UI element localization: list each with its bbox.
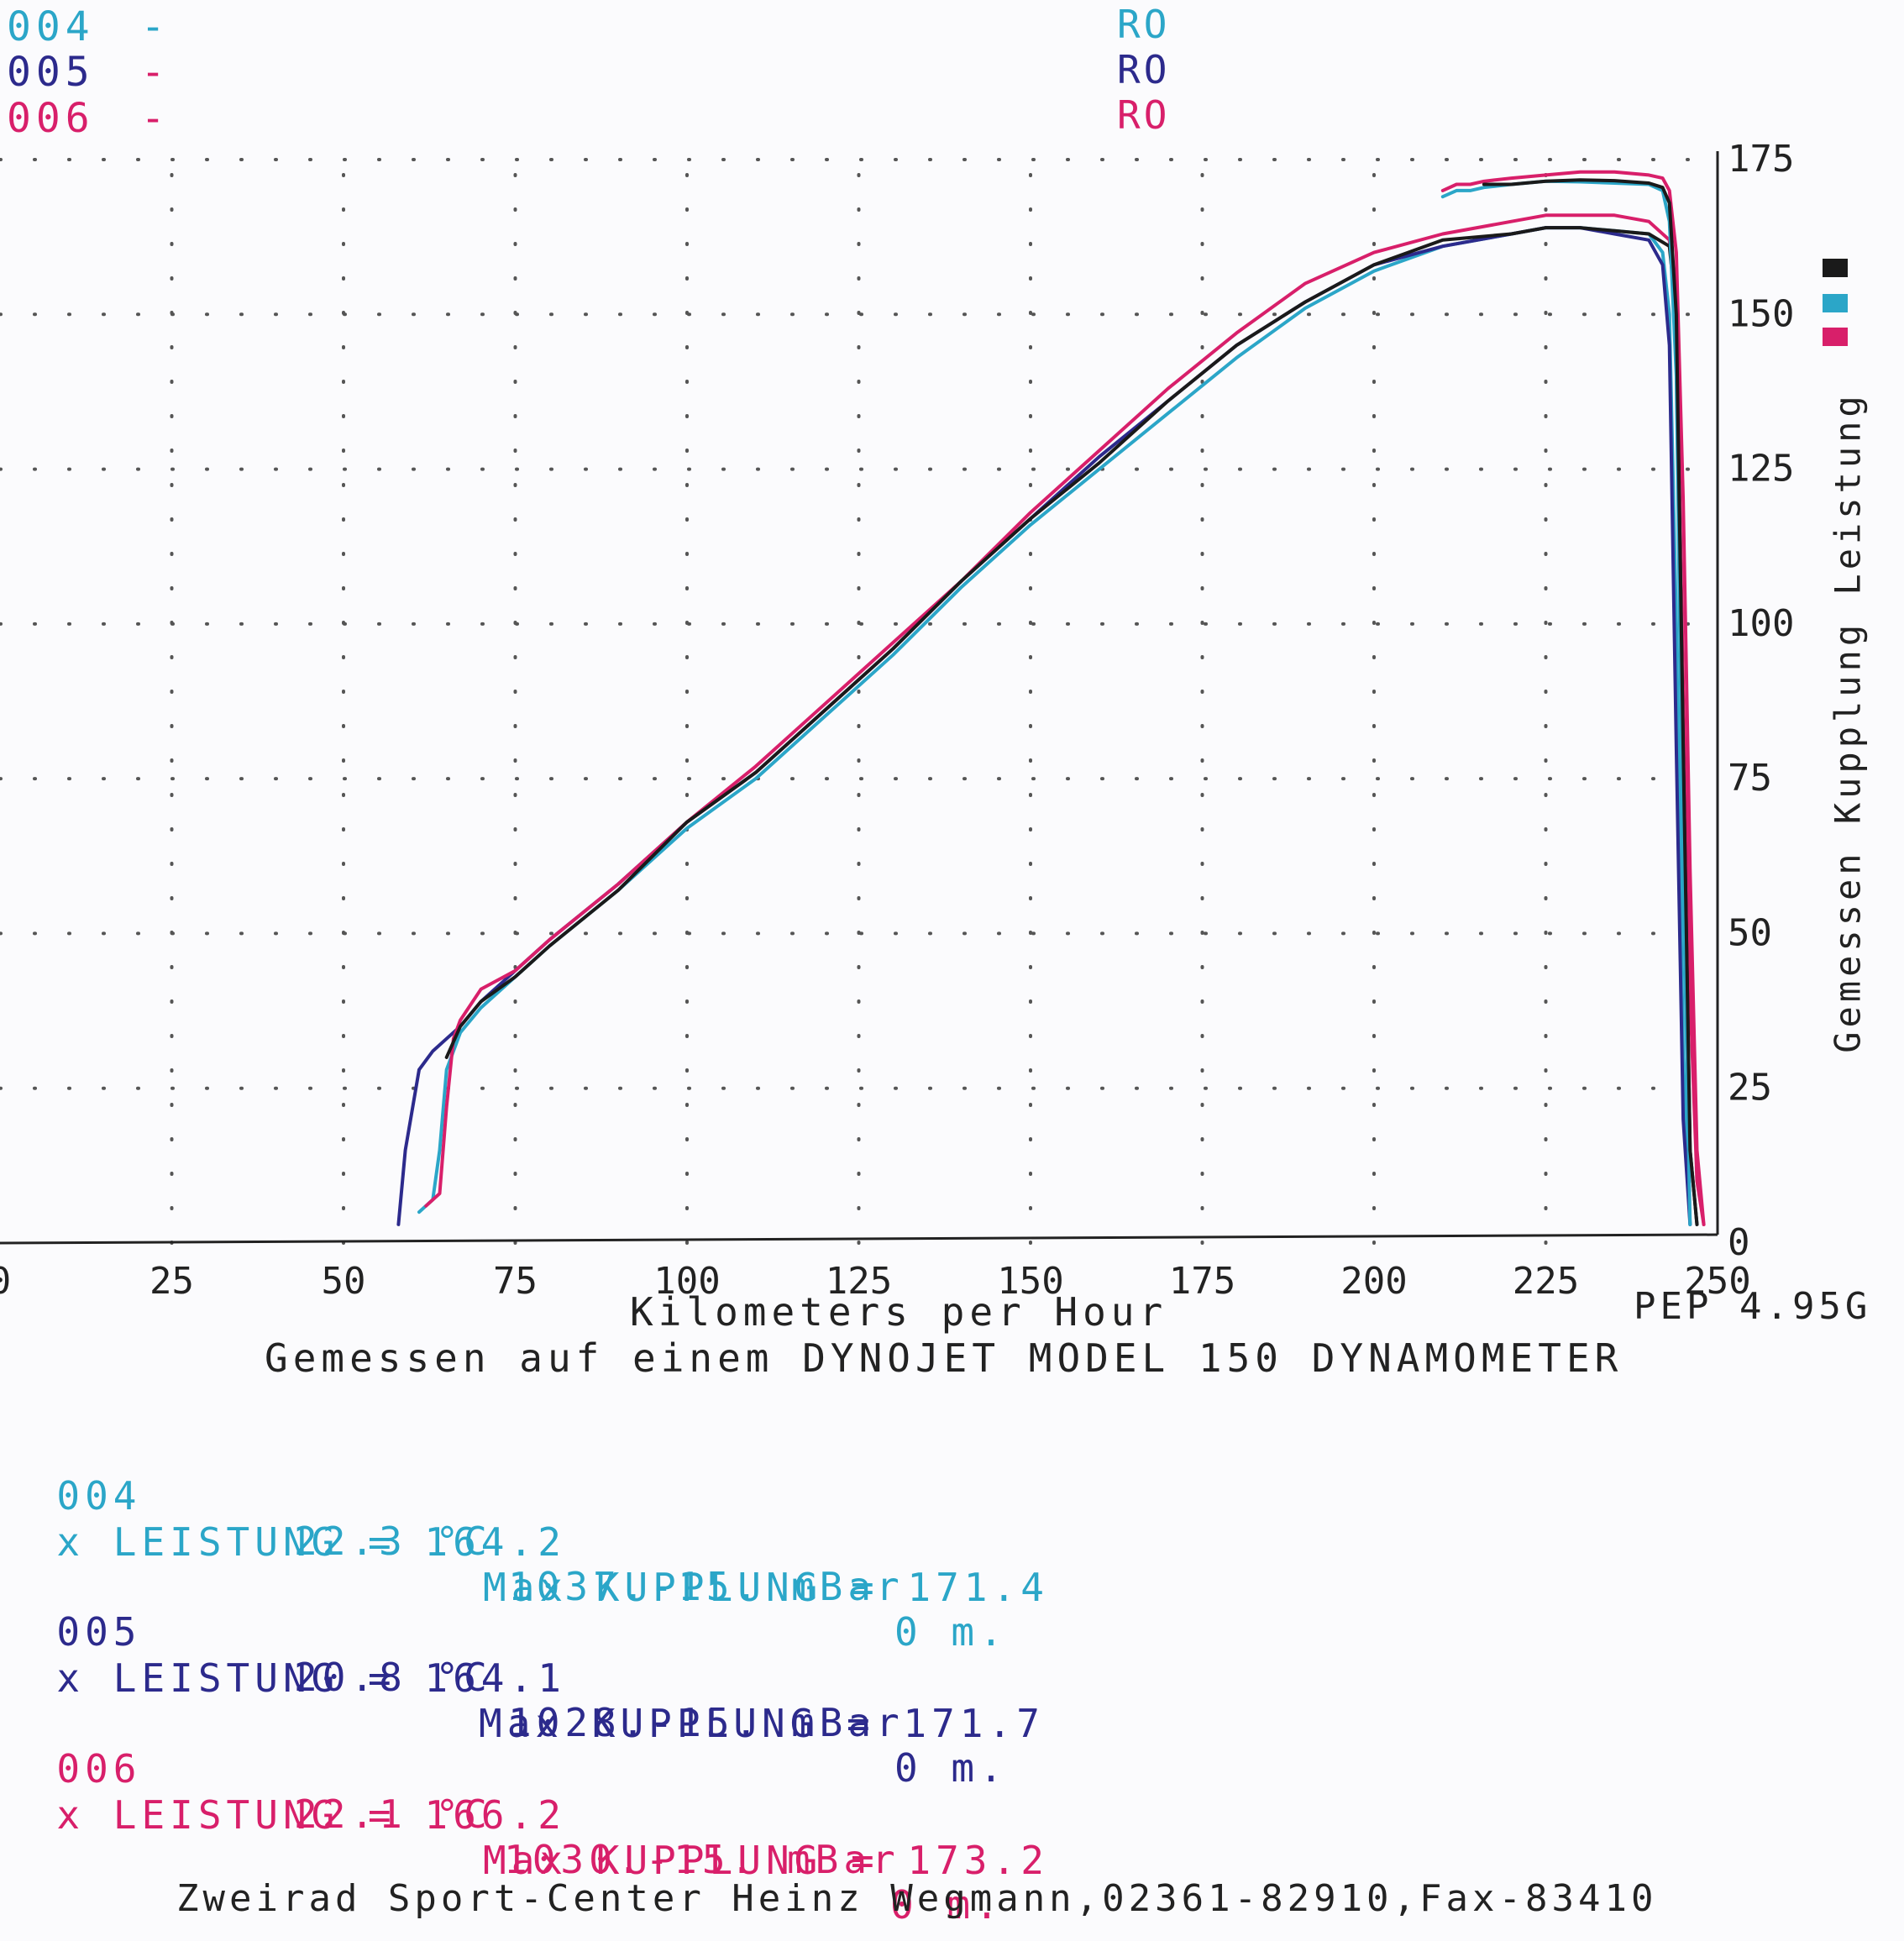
legend-run-005-tag: RO (1117, 47, 1171, 92)
stats-004-run: 004 (56, 1473, 142, 1519)
x-axis-line (0, 1233, 1718, 1245)
y-tick-label-175: 175 (1728, 138, 1794, 181)
x-tick-label-0: 0 (0, 1260, 11, 1303)
chart-axes (0, 151, 1719, 1245)
stats-005-temp: 20.8 °C (294, 1655, 492, 1700)
chart-caption: Gemessen auf einem DYNOJET MODEL 150 DYN… (265, 1335, 1623, 1381)
stats-004-kupplung: Max KUPPLUNG = 171.4 (483, 1565, 1049, 1610)
stats-005-kupplung: Max KUPPLUNG = 171.7 (479, 1701, 1045, 1746)
series-line-004-0 (417, 226, 1692, 1226)
series-line-extra-3 (444, 226, 1699, 1226)
x-tick-label-225: 225 (1513, 1260, 1579, 1303)
stats-005-pressure: 1028.-15. mBar (508, 1700, 905, 1745)
legend-run-004: 004 - (7, 3, 170, 50)
stats-005-alt: 0 m. (894, 1745, 1008, 1791)
series-line-extra-6 (1482, 178, 1699, 1226)
stats-004-line1: 004 22.3 °C 1037.-15. mBar 0 m. (0, 1428, 1002, 1655)
x-tick-label-175: 175 (1169, 1260, 1235, 1303)
y-tick-label-150: 150 (1728, 292, 1794, 335)
stats-006-temp: 22.1 °C (294, 1791, 492, 1837)
legend-run-006: 006 - (7, 95, 170, 142)
stats-005-line2: x LEISTUNG = 164.1 Max KUPPLUNG = 171.7 (0, 1610, 1040, 1746)
stats-005-leistung: x LEISTUNG = 164.1 (56, 1655, 566, 1701)
stats-004-temp: 22.3 °C (294, 1519, 492, 1564)
y-tick-label-25: 25 (1728, 1067, 1772, 1110)
swatch-magenta (1823, 328, 1848, 346)
series-line-extra-5 (1440, 179, 1692, 1226)
stats-006-leistung: x LEISTUNG = 166.2 (56, 1792, 566, 1838)
y-tick-label-0: 0 (1728, 1221, 1750, 1264)
chart-ticks: 0255075100125150175200225250025507510012… (0, 138, 1794, 1303)
stats-005-run: 005 (56, 1609, 142, 1655)
legend-run-006-tag: RO (1117, 92, 1171, 138)
x-tick-label-150: 150 (997, 1260, 1063, 1303)
legend-run-006-label: 006 (7, 95, 95, 142)
x-axis-label: Kilometers per Hour (630, 1289, 1168, 1335)
x-tick-label-125: 125 (826, 1260, 892, 1303)
stats-006-alt: 0 m. (890, 1882, 1004, 1928)
legend-run-005: 005 - (7, 49, 170, 96)
footer-dealer-info: Zweirad Sport-Center Heinz Wegmann,02361… (176, 1877, 1658, 1920)
series-line-005-1 (396, 226, 1692, 1226)
chart-grid (0, 158, 1719, 1245)
x-tick-label-50: 50 (322, 1260, 366, 1303)
stats-006-kupplung: Max KUPPLUNG = 173.2 (483, 1838, 1049, 1883)
stats-004-pressure: 1037.-15. mBar (508, 1564, 905, 1609)
y-tick-label-100: 100 (1728, 602, 1794, 645)
stats-004-line2: x LEISTUNG = 164.2 Max KUPPLUNG = 171.4 (0, 1474, 1044, 1610)
stats-006-line1: 006 22.1 °C 1030.-15. mBar 0 m. (0, 1701, 998, 1928)
chart-series (396, 170, 1706, 1226)
dyno-chart: 0255075100125150175200225250025507510012… (0, 138, 1794, 1303)
stats-004-leistung: x LEISTUNG = 164.2 (56, 1519, 566, 1565)
legend-run-005-label: 005 (7, 49, 95, 96)
stats-006-run: 006 (56, 1746, 142, 1791)
y-axis-label: Gemessen Kupplung Leistung (1827, 391, 1869, 1053)
x-tick-label-75: 75 (493, 1260, 538, 1303)
legend-run-006-dash: - (140, 95, 170, 142)
stats-004-alt: 0 m. (894, 1609, 1008, 1655)
y-tick-label-50: 50 (1728, 911, 1772, 954)
swatch-black (1823, 259, 1848, 277)
series-line-extra-4 (1440, 170, 1706, 1226)
x-tick-label-100: 100 (653, 1260, 720, 1303)
stats-006-line2: x LEISTUNG = 166.2 Max KUPPLUNG = 173.2 (0, 1747, 1044, 1883)
legend-run-004-label: 004 (7, 3, 95, 50)
legend-run-004-tag: RO (1117, 2, 1171, 47)
x-tick-label-250: 250 (1684, 1260, 1750, 1303)
pep-label: PEP 4.95G (1634, 1285, 1872, 1328)
x-tick-label-200: 200 (1340, 1260, 1407, 1303)
y-tick-label-125: 125 (1728, 448, 1794, 490)
legend-run-004-dash: - (140, 3, 170, 50)
legend-run-005-dash: - (140, 49, 170, 96)
swatch-cyan (1823, 294, 1848, 312)
y-tick-label-75: 75 (1728, 757, 1772, 800)
stats-005-line1: 005 20.8 °C 1028.-15. mBar 0 m. (0, 1564, 1002, 1791)
series-line-006-2 (424, 213, 1706, 1226)
stats-006-pressure: 1030.-15. mBar (504, 1837, 900, 1882)
x-tick-label-25: 25 (149, 1260, 194, 1303)
